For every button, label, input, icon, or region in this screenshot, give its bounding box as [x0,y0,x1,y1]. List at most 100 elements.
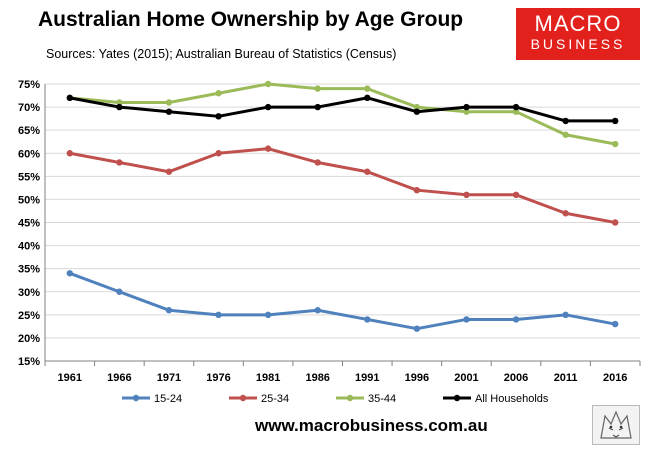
data-point [612,320,619,328]
series-2 [66,80,619,148]
y-tick-label: 55% [18,171,40,183]
data-point [463,108,470,115]
data-point [314,159,321,166]
y-tick-label: 30% [18,287,40,299]
x-tick-label: 1976 [206,372,230,384]
series-0 [66,270,619,332]
data-point [66,270,73,277]
data-point [116,288,123,295]
data-point [413,108,421,115]
legend-label: All Households [475,393,549,405]
data-point [264,80,272,88]
data-point [512,316,520,323]
y-tick-label: 65% [18,125,40,137]
data-point [165,168,173,175]
data-point [215,311,222,319]
series-1 [66,145,619,226]
data-point [512,108,520,115]
x-tick-label: 2011 [554,372,578,384]
data-point [116,159,123,166]
data-point [612,117,619,125]
data-point [562,311,569,319]
y-tick-label: 25% [18,310,40,322]
data-point [165,99,173,106]
footer-url: www.macrobusiness.com.au [255,416,488,435]
chart-title: Australian Home Ownership by Age Group [38,8,464,31]
y-tick-label: 35% [18,264,40,276]
data-point [463,191,470,198]
x-tick-label: 1966 [107,372,131,384]
data-point [562,131,569,138]
legend-item: 15-24 [122,393,182,405]
data-point [463,103,470,111]
data-point [612,140,619,148]
data-point [165,108,173,115]
logo-line-2: BUSINESS [530,36,626,52]
wolf-sketch-icon [600,410,632,439]
y-tick-label: 70% [18,102,40,114]
legend-item: All Households [443,393,549,405]
x-tick-label: 1971 [157,372,181,384]
data-point [264,145,272,152]
series-line [69,82,616,146]
y-axis: 15% 20% 25% 30% 35% 40% 45% 50% 55% 60% 65% 70% 75% [18,79,46,368]
legend-swatch-marker [239,394,247,402]
data-point [264,103,272,111]
y-tick-label: 60% [18,148,40,160]
data-point [165,307,173,314]
data-point [463,316,470,323]
legend-label: 15-24 [154,393,182,405]
macrobusiness-logo: MACRO BUSINESS [516,8,640,60]
legend: 15-24 25-34 35-44 All Households [122,393,549,405]
data-point [413,325,421,332]
x-axis: 1961 1966 1971 1976 1981 1986 1991 1996 2001 2006… [44,360,641,384]
data-point [215,150,222,157]
series-line [69,147,616,224]
y-tick-label: 45% [18,218,40,230]
data-point [116,103,123,111]
legend-label: 35-44 [368,393,396,405]
data-point [364,94,371,102]
x-tick-label: 1996 [405,372,429,384]
data-point [264,311,272,319]
x-tick-label: 1986 [305,372,329,384]
x-tick-label: 1961 [58,372,82,384]
data-point [512,103,520,111]
data-point [413,103,421,111]
legend-item: 25-34 [229,393,289,405]
logo-line-1: MACRO [534,11,622,36]
data-point [364,316,371,323]
data-point [364,85,371,92]
data-point [215,113,222,120]
data-point [562,210,569,217]
data-point [314,307,321,314]
x-tick-label: 2016 [603,372,627,384]
sources-note: Sources: Yates (2015); Australian Bureau… [46,47,397,61]
legend-swatch-marker [132,394,140,402]
data-point [116,99,123,106]
legend-item: 35-44 [336,393,396,405]
data-point [413,186,421,194]
data-point [364,168,371,175]
data-point [612,219,619,226]
data-point [66,150,73,157]
legend-label: 25-34 [261,393,289,405]
x-tick-label: 2006 [504,372,528,384]
data-point [215,90,222,97]
data-point [562,117,569,125]
legend-swatch-marker [453,394,461,402]
y-tick-label: 50% [18,194,40,206]
data-point [314,103,321,111]
data-point [314,85,321,92]
legend-swatch-marker [346,394,354,402]
x-tick-label: 2001 [454,372,478,384]
series-3 [66,94,619,125]
y-tick-label: 15% [18,356,40,368]
x-tick-label: 1981 [256,372,280,384]
wolf-logo-icon [592,405,640,445]
y-tick-label: 20% [18,333,40,345]
y-tick-label: 40% [18,241,40,253]
series-line [69,271,616,331]
data-point [66,94,73,102]
